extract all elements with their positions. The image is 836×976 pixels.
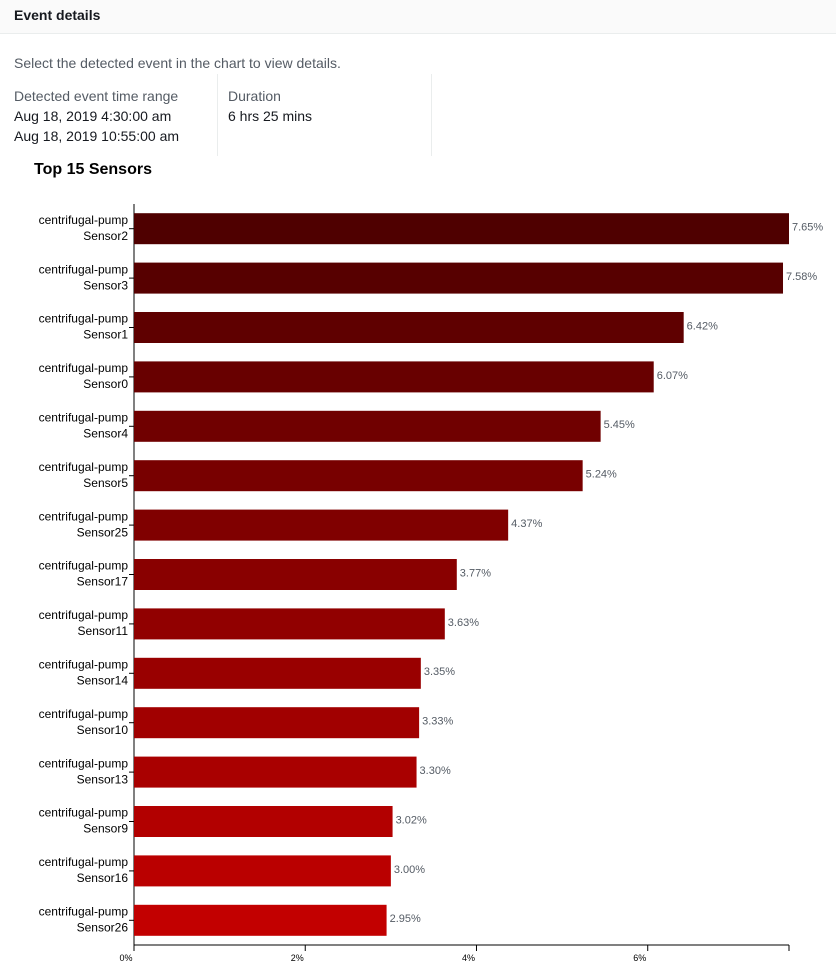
y-tick-label-line2: Sensor0 xyxy=(83,377,128,391)
x-tick-label: 2% xyxy=(291,953,304,963)
data-label: 3.02% xyxy=(396,814,427,826)
bar-sensor1[interactable] xyxy=(134,312,684,343)
y-tick-label-line1: centrifugal-pump xyxy=(39,707,129,721)
y-tick-label-line2: Sensor13 xyxy=(77,772,129,786)
bar-sensor17[interactable] xyxy=(134,559,457,590)
bar-sensor16[interactable] xyxy=(134,855,391,887)
instruction-text: Select the detected event in the chart t… xyxy=(14,55,341,71)
bar-sensor9[interactable] xyxy=(134,806,393,837)
bar-sensor25[interactable] xyxy=(134,509,509,541)
y-tick-label-line2: Sensor9 xyxy=(83,822,128,836)
data-label: 3.77% xyxy=(460,567,491,579)
data-label: 6.07% xyxy=(657,370,688,382)
y-tick-label-line2: Sensor4 xyxy=(83,426,128,440)
chart-title: Top 15 Sensors xyxy=(34,161,152,178)
bar-sensor2[interactable] xyxy=(134,213,789,245)
duration-column: Duration 6 hrs 25 mins xyxy=(228,74,432,156)
y-tick-label-line2: Sensor26 xyxy=(77,920,129,934)
y-tick-label-line2: Sensor17 xyxy=(77,575,129,589)
data-label: 6.42% xyxy=(687,320,718,332)
y-tick-label-line1: centrifugal-pump xyxy=(39,213,129,227)
data-label: 3.35% xyxy=(424,666,455,678)
data-label: 5.45% xyxy=(604,419,635,431)
duration-label: Duration xyxy=(228,88,281,104)
bar-sensor4[interactable] xyxy=(134,410,601,442)
y-tick-label-line1: centrifugal-pump xyxy=(39,509,129,523)
y-tick-label-line2: Sensor1 xyxy=(83,328,128,342)
y-tick-label-line2: Sensor11 xyxy=(78,624,129,638)
bar-sensor10[interactable] xyxy=(134,707,420,739)
y-tick-label-line1: centrifugal-pump xyxy=(39,855,129,869)
data-label: 3.33% xyxy=(422,716,453,728)
y-tick-label-line1: centrifugal-pump xyxy=(39,262,129,276)
bar-sensor5[interactable] xyxy=(134,460,583,492)
y-tick-label-line1: centrifugal-pump xyxy=(39,756,129,770)
data-label: 4.37% xyxy=(511,518,542,530)
time-range-label: Detected event time range xyxy=(14,88,179,104)
data-label: 3.63% xyxy=(448,617,479,629)
y-tick-label-line1: centrifugal-pump xyxy=(39,410,129,424)
bar-sensor13[interactable] xyxy=(134,756,417,788)
panel-header: Event details xyxy=(0,0,836,34)
bar-sensor26[interactable] xyxy=(134,904,387,936)
bar-sensor11[interactable] xyxy=(134,608,445,640)
y-tick-label-line1: centrifugal-pump xyxy=(39,559,129,573)
data-label: 7.65% xyxy=(792,222,823,234)
data-label: 5.24% xyxy=(586,469,617,481)
time-range-end: Aug 18, 2019 10:55:00 am xyxy=(14,128,180,144)
y-tick-label-line2: Sensor5 xyxy=(83,476,128,490)
data-label: 3.30% xyxy=(420,765,451,777)
y-tick-label-line2: Sensor25 xyxy=(77,525,129,539)
y-tick-label-line2: Sensor2 xyxy=(83,229,128,243)
y-tick-label-line2: Sensor3 xyxy=(83,278,128,292)
bar-sensor0[interactable] xyxy=(134,361,654,393)
y-tick-label-line2: Sensor16 xyxy=(77,871,129,885)
y-tick-label-line1: centrifugal-pump xyxy=(39,657,129,671)
bar-sensor3[interactable] xyxy=(134,262,784,294)
data-label: 3.00% xyxy=(394,864,425,876)
x-tick-label: 0% xyxy=(119,953,132,963)
x-tick-label: 6% xyxy=(633,953,646,963)
panel-title: Event details xyxy=(14,7,101,23)
time-range-start: Aug 18, 2019 4:30:00 am xyxy=(14,108,172,124)
y-tick-label-line2: Sensor10 xyxy=(77,723,129,737)
y-tick-label-line1: centrifugal-pump xyxy=(39,460,129,474)
y-tick-label-line1: centrifugal-pump xyxy=(39,312,129,326)
data-label: 7.58% xyxy=(786,271,817,283)
y-tick-label-line2: Sensor14 xyxy=(77,673,129,687)
data-label: 2.95% xyxy=(390,913,421,925)
y-tick-label-line1: centrifugal-pump xyxy=(39,904,129,918)
y-tick-label-line1: centrifugal-pump xyxy=(39,608,129,622)
y-tick-label-line1: centrifugal-pump xyxy=(39,806,129,820)
duration-value: 6 hrs 25 mins xyxy=(228,108,313,124)
x-tick-label: 4% xyxy=(462,953,475,963)
bar-sensor14[interactable] xyxy=(134,657,421,689)
y-tick-label-line1: centrifugal-pump xyxy=(39,361,129,375)
time-range-column: Detected event time range Aug 18, 2019 4… xyxy=(14,74,218,156)
